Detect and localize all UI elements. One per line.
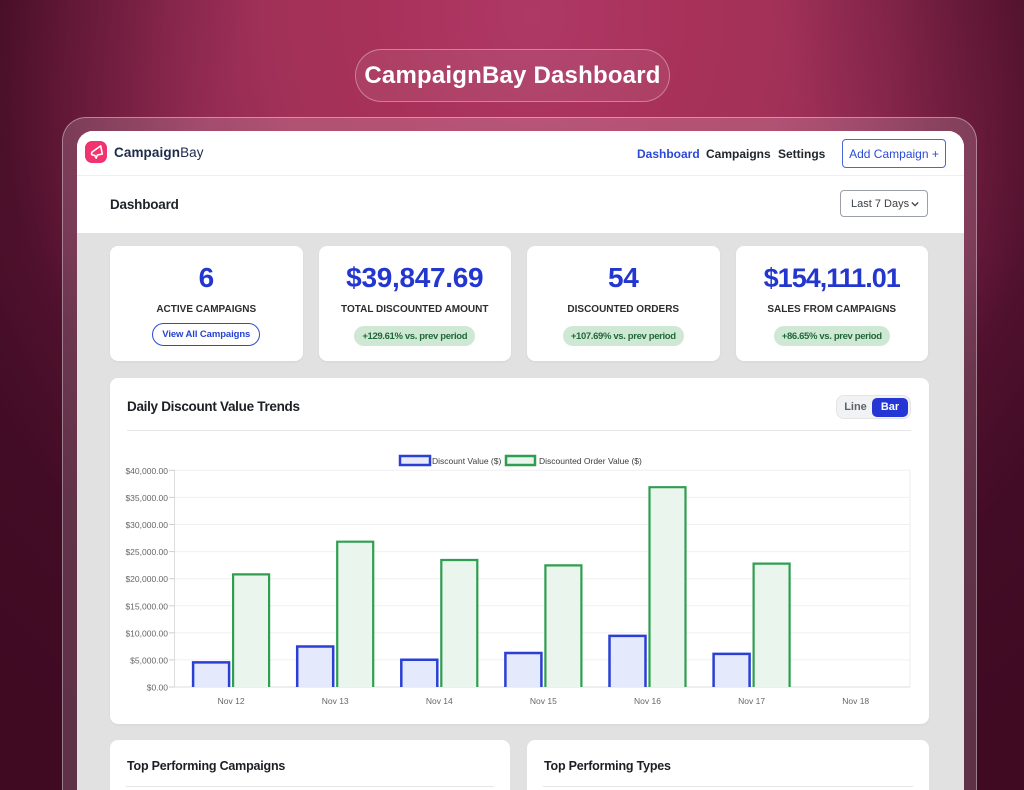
svg-text:Nov 18: Nov 18	[842, 696, 869, 706]
svg-text:Nov 15: Nov 15	[530, 696, 557, 706]
svg-text:$20,000.00: $20,000.00	[125, 574, 168, 584]
svg-text:Nov 12: Nov 12	[218, 696, 245, 706]
svg-text:$0.00: $0.00	[147, 683, 169, 693]
svg-text:Nov 16: Nov 16	[634, 696, 661, 706]
svg-text:Nov 13: Nov 13	[322, 696, 349, 706]
svg-text:$30,000.00: $30,000.00	[125, 520, 168, 530]
svg-text:Discount Value ($): Discount Value ($)	[432, 456, 501, 466]
svg-text:$10,000.00: $10,000.00	[125, 628, 168, 638]
svg-text:Nov 17: Nov 17	[738, 696, 765, 706]
svg-text:$15,000.00: $15,000.00	[125, 601, 168, 611]
svg-text:Nov 14: Nov 14	[426, 696, 453, 706]
svg-text:Discounted Order Value ($): Discounted Order Value ($)	[539, 456, 642, 466]
svg-text:$25,000.00: $25,000.00	[125, 547, 168, 557]
svg-text:$40,000.00: $40,000.00	[125, 466, 168, 476]
svg-text:$5,000.00: $5,000.00	[130, 655, 168, 665]
svg-text:$35,000.00: $35,000.00	[125, 493, 168, 503]
